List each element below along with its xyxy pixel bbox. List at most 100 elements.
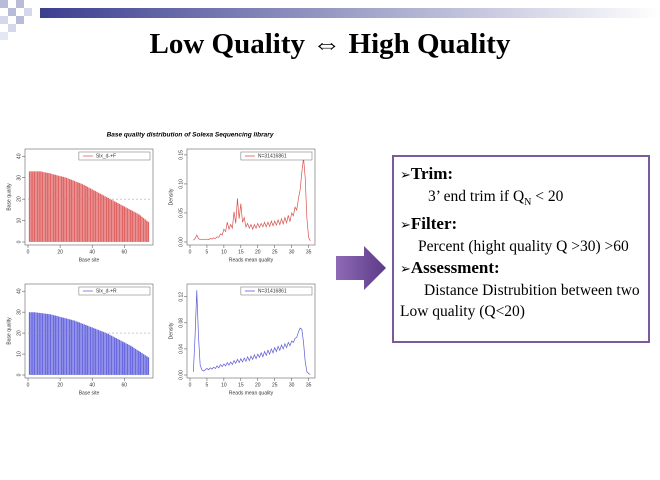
plot-frame bbox=[24, 148, 154, 246]
bar bbox=[118, 203, 121, 243]
bar bbox=[141, 352, 143, 376]
bar bbox=[28, 312, 31, 376]
bar bbox=[75, 321, 78, 376]
bar bbox=[104, 196, 106, 243]
bar bbox=[92, 327, 95, 376]
bar bbox=[137, 214, 140, 243]
bar bbox=[33, 171, 36, 243]
bar bbox=[36, 171, 39, 243]
bar bbox=[31, 171, 34, 243]
x-tick-label: 5 bbox=[206, 382, 209, 388]
bar bbox=[108, 334, 111, 376]
bar bbox=[78, 322, 81, 376]
bar bbox=[139, 351, 142, 376]
x-tick-label: 35 bbox=[306, 382, 312, 388]
bar bbox=[115, 202, 118, 243]
bar bbox=[43, 313, 45, 376]
bar bbox=[105, 333, 108, 376]
x-tick-label: 25 bbox=[272, 382, 278, 388]
bar bbox=[123, 206, 126, 243]
bar bbox=[121, 341, 124, 376]
item-heading: Assessment: bbox=[410, 258, 500, 278]
y-tick-label: 30 bbox=[16, 309, 22, 315]
bar bbox=[83, 184, 86, 243]
bar bbox=[139, 215, 142, 243]
bar bbox=[56, 315, 58, 376]
legend-label: N=31416861 bbox=[258, 153, 287, 159]
legend-box bbox=[78, 286, 151, 296]
bar bbox=[60, 176, 63, 243]
text-panel: ➢Trim: 3’ end trim if QN < 20 ➢Filter: P… bbox=[392, 155, 650, 343]
y-tick-label: 40 bbox=[16, 288, 22, 294]
bar bbox=[118, 339, 121, 376]
x-tick-label: 35 bbox=[306, 249, 312, 255]
bar bbox=[92, 190, 95, 243]
bar bbox=[33, 312, 36, 376]
bar bbox=[142, 353, 145, 376]
bar bbox=[128, 208, 131, 243]
bar bbox=[68, 178, 71, 243]
bar bbox=[128, 344, 131, 376]
bar bbox=[88, 326, 90, 376]
y-tick-label: 0.00 bbox=[178, 370, 184, 380]
slide-title: Low Quality ⇔ High Quality bbox=[149, 28, 511, 60]
bar bbox=[100, 194, 103, 243]
y-tick-label: 0 bbox=[16, 240, 22, 243]
bar bbox=[120, 340, 122, 376]
bar bbox=[104, 332, 106, 376]
bar bbox=[91, 327, 94, 376]
y-tick-label: 0 bbox=[16, 373, 22, 376]
x-tick-label: 40 bbox=[89, 382, 95, 388]
bar bbox=[62, 176, 65, 243]
bar bbox=[125, 207, 127, 243]
x-tick-label: 20 bbox=[255, 249, 261, 255]
chart: 0.00 0.04 0.08 0.12 0 5 10 15 20 25 30 35 Reads mean… bbox=[168, 283, 316, 396]
bar bbox=[133, 211, 135, 243]
bar bbox=[105, 196, 108, 243]
bar bbox=[110, 199, 113, 243]
bar bbox=[54, 174, 57, 243]
y-tick-label: 30 bbox=[16, 175, 22, 181]
bar bbox=[110, 335, 113, 376]
bar bbox=[86, 186, 89, 243]
bar bbox=[28, 171, 31, 243]
x-tick-label: 20 bbox=[57, 382, 63, 388]
bar bbox=[137, 350, 140, 376]
x-tick-label: 30 bbox=[289, 382, 295, 388]
bar bbox=[35, 171, 37, 243]
legend-label: N=31416861 bbox=[258, 288, 287, 294]
item-heading: Filter: bbox=[410, 214, 458, 234]
bar bbox=[113, 201, 116, 243]
bar bbox=[76, 321, 79, 376]
bar bbox=[134, 212, 137, 243]
item-text: Percent (hight quality Q >30) >60 bbox=[418, 238, 629, 256]
x-tick-label: 20 bbox=[57, 249, 63, 255]
bar bbox=[60, 317, 63, 376]
bar bbox=[147, 357, 150, 376]
x-tick-label: 10 bbox=[221, 382, 227, 388]
bar bbox=[134, 348, 137, 376]
bar bbox=[68, 319, 71, 376]
y-axis-label: Base quality bbox=[6, 183, 12, 211]
bar bbox=[121, 205, 124, 243]
bar bbox=[102, 331, 105, 376]
item-heading: Trim: bbox=[410, 164, 454, 183]
bar bbox=[46, 172, 49, 243]
bar bbox=[65, 318, 68, 376]
bar bbox=[113, 337, 116, 376]
y-tick-label: 0.10 bbox=[178, 179, 184, 189]
bar bbox=[88, 187, 90, 243]
bar bbox=[78, 182, 81, 243]
y-tick-label: 0.12 bbox=[178, 292, 184, 302]
bar bbox=[80, 322, 82, 376]
bar bbox=[44, 172, 47, 243]
x-tick-label: 15 bbox=[238, 382, 244, 388]
x-tick-label: 0 bbox=[189, 382, 192, 388]
bar bbox=[75, 181, 78, 243]
bar bbox=[47, 172, 50, 243]
bar bbox=[30, 171, 33, 243]
y-axis-label: Density bbox=[168, 322, 174, 339]
item-text: 3’ end trim if Q bbox=[428, 188, 525, 205]
bar bbox=[129, 345, 132, 376]
